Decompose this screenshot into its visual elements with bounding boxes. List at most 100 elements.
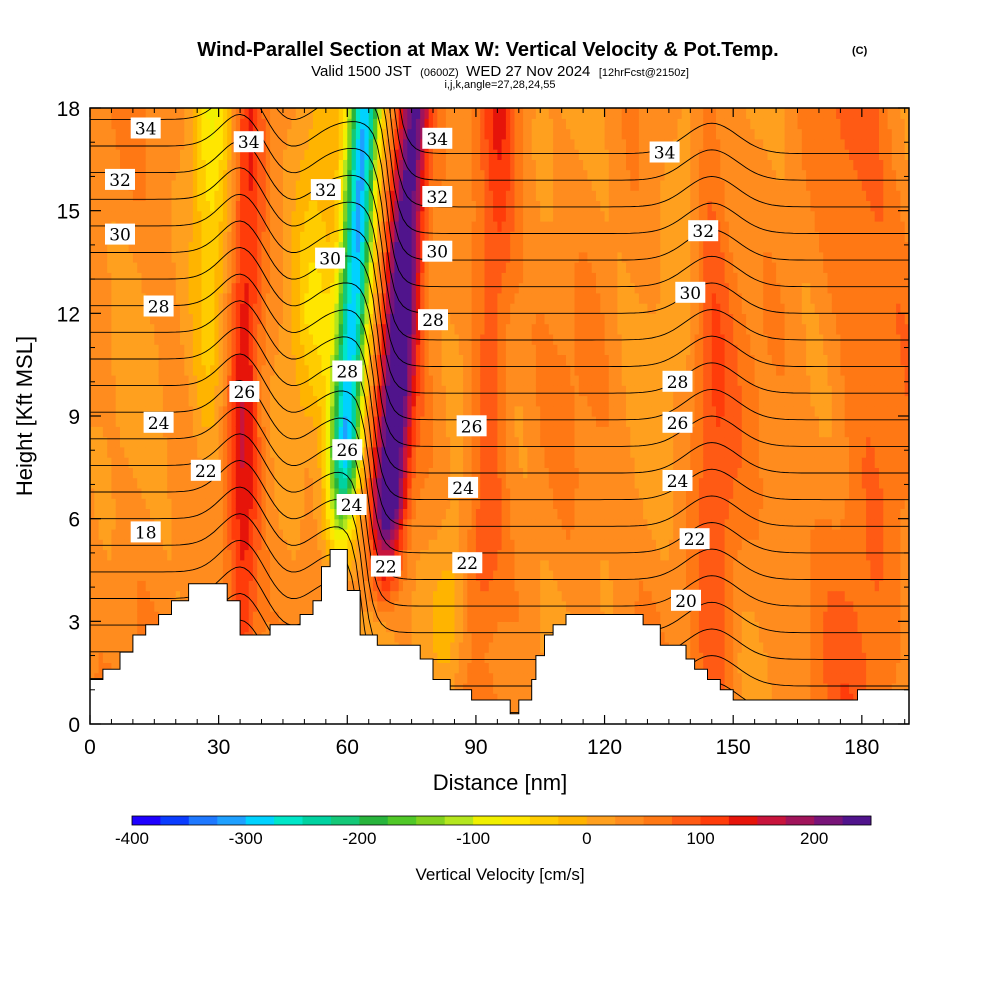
- velocity-cell: [120, 539, 125, 551]
- velocity-cell: [180, 477, 185, 489]
- velocity-cell: [433, 303, 438, 314]
- velocity-cell: [102, 128, 108, 140]
- velocity-cell: [158, 262, 164, 273]
- velocity-cell: [433, 580, 438, 592]
- velocity-cell: [235, 313, 241, 325]
- velocity-cell: [171, 179, 177, 191]
- velocity-cell: [107, 385, 113, 397]
- velocity-cell: [162, 210, 168, 222]
- velocity-cell: [111, 354, 117, 366]
- velocity-cell: [115, 477, 121, 489]
- velocity-cell: [240, 405, 245, 417]
- velocity-cell: [218, 457, 224, 468]
- velocity-cell: [441, 292, 447, 304]
- velocity-cell: [338, 149, 344, 160]
- velocity-cell: [222, 354, 228, 366]
- velocity-cell: [270, 374, 275, 386]
- velocity-cell: [407, 580, 413, 592]
- velocity-cell: [102, 149, 108, 160]
- velocity-cell: [433, 292, 438, 304]
- velocity-cell: [270, 231, 275, 243]
- velocity-cell: [141, 108, 147, 119]
- velocity-cell: [441, 672, 447, 684]
- velocity-cell: [244, 241, 250, 253]
- velocity-cell: [325, 118, 331, 130]
- velocity-cell: [433, 436, 438, 448]
- velocity-cell: [398, 210, 404, 222]
- velocity-cell: [192, 118, 198, 130]
- velocity-cell: [257, 220, 263, 232]
- velocity-cell: [107, 333, 113, 345]
- velocity-cell: [321, 333, 327, 345]
- velocity-cell: [90, 508, 95, 520]
- velocity-cell: [265, 457, 271, 468]
- velocity-cell: [235, 108, 241, 119]
- velocity-cell: [154, 333, 160, 345]
- velocity-cell: [248, 149, 254, 160]
- velocity-cell: [411, 108, 417, 119]
- velocity-cell: [231, 518, 237, 530]
- velocity-cell: [295, 149, 301, 160]
- velocity-cell: [98, 262, 104, 273]
- velocity-cell: [313, 508, 318, 520]
- velocity-cell: [145, 313, 151, 325]
- velocity-cell: [115, 508, 121, 520]
- velocity-cell: [390, 179, 396, 191]
- velocity-cell: [162, 149, 168, 160]
- velocity-cell: [334, 303, 340, 314]
- velocity-cell: [107, 262, 113, 273]
- velocity-cell: [291, 149, 297, 160]
- velocity-cell: [300, 477, 305, 489]
- velocity-cell: [398, 292, 404, 304]
- velocity-cell: [252, 416, 258, 427]
- velocity-cell: [364, 282, 370, 294]
- velocity-cell: [347, 559, 353, 571]
- velocity-cell: [437, 426, 443, 438]
- velocity-cell: [132, 272, 138, 284]
- velocity-cell: [291, 292, 297, 304]
- velocity-cell: [235, 436, 241, 448]
- velocity-cell: [373, 354, 378, 366]
- velocity-cell: [300, 374, 305, 386]
- velocity-cell: [428, 570, 434, 581]
- velocity-cell: [283, 323, 288, 335]
- velocity-cell: [90, 611, 95, 622]
- velocity-cell: [274, 313, 280, 325]
- velocity-cell: [137, 241, 143, 253]
- velocity-cell: [411, 138, 417, 150]
- velocity-cell: [124, 457, 130, 468]
- velocity-cell: [94, 395, 100, 407]
- velocity-cell: [415, 354, 421, 366]
- velocity-cell: [355, 138, 361, 150]
- velocity-cell: [343, 282, 348, 294]
- velocity-cell: [411, 508, 417, 520]
- velocity-cell: [304, 457, 310, 468]
- velocity-cell: [180, 282, 185, 294]
- velocity-cell: [261, 528, 267, 540]
- velocity-cell: [248, 518, 254, 530]
- velocity-cell: [102, 570, 108, 581]
- velocity-cell: [355, 385, 361, 397]
- velocity-cell: [441, 210, 447, 222]
- velocity-cell: [390, 611, 396, 622]
- velocity-cell: [433, 528, 438, 540]
- velocity-cell: [150, 467, 155, 479]
- velocity-cell: [192, 416, 198, 427]
- velocity-cell: [317, 559, 323, 571]
- velocity-cell: [188, 477, 194, 489]
- velocity-cell: [214, 354, 220, 366]
- velocity-cell: [278, 467, 284, 479]
- velocity-cell: [94, 210, 100, 222]
- velocity-cell: [235, 405, 241, 417]
- velocity-cell: [330, 416, 335, 427]
- velocity-cell: [287, 457, 293, 468]
- velocity-cell: [184, 251, 190, 263]
- velocity-cell: [265, 200, 271, 212]
- velocity-cell: [321, 272, 327, 284]
- velocity-cell: [420, 282, 426, 294]
- velocity-cell: [300, 210, 305, 222]
- velocity-cell: [218, 395, 224, 407]
- velocity-cell: [381, 457, 387, 468]
- velocity-cell: [188, 251, 194, 263]
- velocity-cell: [188, 416, 194, 427]
